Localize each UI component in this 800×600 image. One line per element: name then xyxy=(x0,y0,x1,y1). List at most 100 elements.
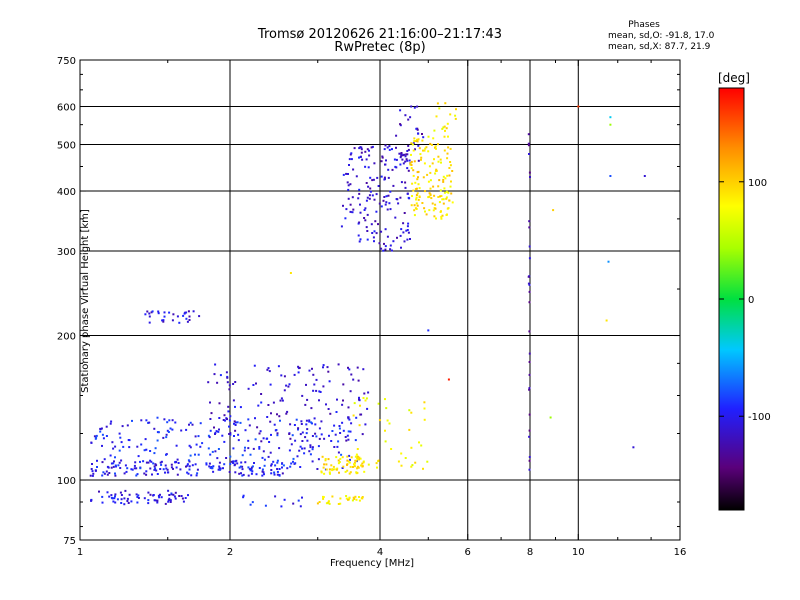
data-point xyxy=(255,473,258,476)
data-point xyxy=(212,465,215,468)
data-point xyxy=(422,136,425,139)
data-point xyxy=(413,214,416,217)
data-point xyxy=(169,427,172,430)
x-tick-label: 2 xyxy=(227,547,233,558)
data-point xyxy=(410,160,413,163)
data-point xyxy=(378,419,381,422)
data-point xyxy=(389,248,392,251)
data-point xyxy=(250,472,253,475)
data-point xyxy=(114,445,117,448)
data-point xyxy=(422,176,425,179)
data-point xyxy=(289,465,292,468)
data-point xyxy=(350,456,353,459)
data-point xyxy=(290,443,293,446)
data-point xyxy=(154,499,157,502)
data-point xyxy=(118,461,121,464)
data-point xyxy=(159,468,162,470)
data-point xyxy=(172,467,174,470)
data-point xyxy=(365,226,368,229)
data-point xyxy=(219,467,222,470)
data-point xyxy=(270,463,273,466)
data-point xyxy=(352,414,355,417)
data-point xyxy=(437,196,440,198)
data-point xyxy=(110,496,113,499)
data-point xyxy=(176,458,179,461)
data-point xyxy=(171,419,174,422)
data-point xyxy=(366,238,369,241)
data-point xyxy=(149,467,152,470)
data-point xyxy=(337,503,340,505)
data-point xyxy=(446,122,449,125)
data-point xyxy=(344,217,347,220)
data-point xyxy=(528,387,531,389)
data-point xyxy=(119,436,122,439)
data-point xyxy=(406,225,409,228)
data-point xyxy=(177,462,180,464)
data-point xyxy=(162,320,165,323)
data-point xyxy=(366,407,369,410)
data-point xyxy=(345,439,348,442)
data-point xyxy=(330,440,333,442)
data-point xyxy=(253,364,256,367)
data-point xyxy=(433,158,435,161)
data-point xyxy=(410,411,413,414)
data-point xyxy=(162,468,165,471)
data-point xyxy=(254,438,257,441)
data-point xyxy=(328,380,331,383)
data-point xyxy=(346,455,349,458)
data-point xyxy=(443,125,446,128)
data-point xyxy=(173,495,176,498)
data-point xyxy=(367,391,370,394)
data-point xyxy=(118,432,121,435)
data-point xyxy=(154,447,157,450)
data-point xyxy=(427,329,430,332)
data-point xyxy=(318,501,321,503)
data-point xyxy=(437,143,439,146)
data-point xyxy=(378,202,381,205)
data-point xyxy=(360,464,362,467)
data-point xyxy=(369,190,372,193)
data-point xyxy=(423,407,426,410)
data-point xyxy=(401,158,404,161)
data-point xyxy=(101,495,104,498)
data-point xyxy=(374,220,377,223)
data-point xyxy=(126,467,129,470)
data-point xyxy=(159,461,162,464)
data-point xyxy=(358,396,360,399)
data-point xyxy=(435,217,437,220)
data-point xyxy=(417,183,420,186)
data-point xyxy=(268,370,271,373)
data-point xyxy=(301,394,304,397)
data-point xyxy=(363,470,366,473)
data-point xyxy=(105,435,108,437)
data-point xyxy=(205,462,208,465)
data-point xyxy=(283,375,286,378)
data-point xyxy=(328,471,331,474)
data-point xyxy=(527,282,530,285)
y-tick-label: 400 xyxy=(57,187,76,198)
data-point xyxy=(347,406,350,409)
data-point xyxy=(354,495,357,498)
data-point xyxy=(333,468,336,471)
data-point xyxy=(301,447,304,450)
data-point xyxy=(257,404,260,407)
data-point xyxy=(133,467,136,470)
data-point xyxy=(392,184,395,187)
data-point xyxy=(397,460,400,463)
data-point xyxy=(167,489,170,492)
data-point xyxy=(218,467,221,470)
data-point xyxy=(229,433,232,436)
data-point xyxy=(329,472,331,475)
data-point xyxy=(359,203,361,206)
data-point xyxy=(449,185,452,188)
data-point xyxy=(300,420,303,423)
data-point xyxy=(289,423,292,426)
data-point xyxy=(365,199,368,202)
data-point xyxy=(407,231,410,234)
y-tick-label: 75 xyxy=(63,536,76,547)
data-point xyxy=(305,432,308,435)
data-point xyxy=(291,434,294,437)
data-point xyxy=(110,462,113,465)
data-point xyxy=(335,468,338,471)
data-point xyxy=(109,454,112,457)
